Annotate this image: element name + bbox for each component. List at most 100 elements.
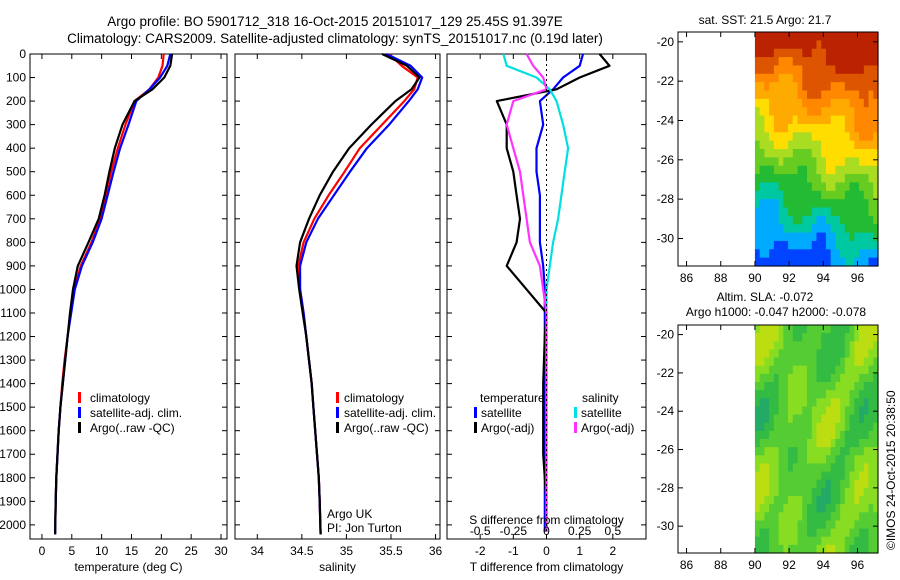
sla_map-cell: [863, 341, 870, 351]
sla_map-cell: [844, 341, 851, 351]
sst_map-cell: [844, 165, 851, 175]
sst_map-cell: [854, 190, 860, 200]
sla_map-cell: [769, 536, 775, 546]
sla_map-cell: [778, 487, 784, 497]
sla_map-cell: [863, 406, 870, 416]
sla_map-cell: [868, 373, 874, 383]
sla_map-ytick-label: -28: [657, 481, 675, 495]
sla_map-cell: [769, 406, 775, 416]
sla_map-cell: [788, 414, 794, 424]
sla_map-cell: [854, 382, 860, 391]
sla_map-cell: [835, 463, 841, 473]
sla_map-cell: [788, 398, 794, 408]
sst_map-cell: [849, 157, 855, 167]
sst_map-cell: [754, 32, 761, 41]
sla_map-cell: [859, 422, 865, 432]
sla_map-cell: [773, 414, 780, 424]
sst_map-cell: [792, 157, 799, 167]
sla_map-cell: [806, 357, 813, 367]
sla_map-cell: [816, 390, 822, 399]
sla_map-cell: [844, 463, 851, 473]
sst_map-cell: [825, 240, 832, 250]
sla_map-cell: [811, 471, 818, 481]
sla_map-cell: [844, 487, 851, 497]
sst_map-cell: [830, 182, 836, 192]
sst_map-cell: [788, 98, 794, 108]
sla_map-cell: [759, 341, 765, 351]
sst_map-cell: [840, 240, 846, 250]
sla_map-cell: [849, 479, 855, 489]
sst_map-cell: [821, 224, 827, 234]
sla_map-cell: [821, 496, 827, 505]
sla_map-cell: [759, 349, 765, 359]
sla_map-cell: [825, 455, 832, 465]
sla_map-cell: [849, 390, 855, 399]
sla_map-cell: [797, 479, 803, 489]
sla_map-cell: [854, 333, 860, 342]
sla_map-cell: [816, 398, 822, 408]
salinity-xlabel: salinity: [319, 560, 356, 574]
sla_map-cell: [788, 447, 794, 456]
sla_map-cell: [835, 528, 841, 538]
sla_map-cell: [840, 365, 846, 375]
sla_map-cell: [759, 398, 765, 408]
sla_map-cell: [783, 349, 789, 359]
sst_map-cell: [797, 157, 803, 167]
sst_map-cell: [816, 115, 822, 125]
sla_map-cell: [840, 504, 846, 513]
sla_map-cell: [863, 536, 870, 546]
sla_map-cell: [811, 463, 818, 473]
sla_map-cell: [816, 447, 822, 456]
sst_map-cell: [873, 215, 879, 225]
sla_map-cell: [806, 520, 813, 530]
sst_map-cell: [854, 215, 860, 225]
sst_map-cell: [797, 182, 803, 192]
sst_map-cell: [792, 215, 799, 225]
sla_map-cell: [840, 406, 846, 416]
sst_map-cell: [840, 149, 846, 158]
sla_map-cell: [840, 479, 846, 489]
temperature-series-line: [54, 53, 174, 535]
sst_map-cell: [849, 82, 855, 92]
sst_map-cell: [821, 73, 827, 83]
sla_map-cell: [811, 357, 818, 367]
sst_map-cell: [868, 98, 874, 108]
sla_map-cell: [773, 382, 780, 391]
sst_map-cell: [792, 48, 799, 58]
sst_map-cell: [802, 82, 808, 92]
sst_map-cell: [816, 107, 822, 117]
sst_map-cell: [835, 123, 841, 133]
sla_map-cell: [816, 504, 822, 513]
sla_map-cell: [863, 398, 870, 408]
sst_map-cell: [769, 132, 775, 142]
sst_map-cell: [859, 32, 865, 41]
sla_map-cell: [830, 520, 836, 530]
sst_map-cell: [825, 107, 832, 117]
sla_map-cell: [821, 471, 827, 481]
sla_map-cell: [783, 439, 789, 448]
sla_map-cell: [825, 341, 832, 351]
sst_map-cell: [783, 107, 789, 117]
sst_map-cell: [806, 90, 813, 100]
temperature-ytick-label: 1700: [0, 447, 26, 461]
sst_map-cell: [783, 224, 789, 234]
sla_map-cell: [873, 341, 879, 351]
sla_map-cell: [792, 390, 799, 399]
sla_map-cell: [783, 496, 789, 505]
sst_map-cell: [859, 149, 865, 158]
sla_map-cell: [825, 479, 832, 489]
sla_map-cell: [811, 430, 818, 440]
sst_map-cell: [859, 65, 865, 75]
sla_map-cell: [788, 544, 794, 554]
sst_map-cell: [759, 232, 765, 242]
sst_map-cell: [778, 40, 784, 50]
sst_map-cell: [797, 57, 803, 67]
sst_map-cell: [825, 190, 832, 200]
sst_map-cell: [783, 149, 789, 158]
sla_map-cell: [773, 430, 780, 440]
sla_map-cell: [863, 544, 870, 554]
sst_map-cell: [783, 73, 789, 83]
sla_map-xtick-label: 88: [714, 558, 728, 572]
sst_map-cell: [788, 65, 794, 75]
sst_map-cell: [863, 82, 870, 92]
